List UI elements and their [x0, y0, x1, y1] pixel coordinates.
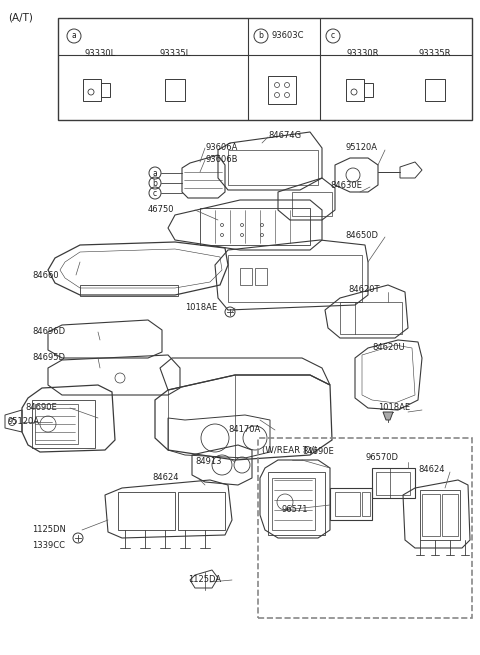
Text: 93606A: 93606A — [205, 143, 238, 153]
Text: 1339CC: 1339CC — [32, 540, 65, 550]
Bar — [240, 268, 252, 285]
Text: 84620T: 84620T — [348, 286, 380, 295]
Bar — [442, 494, 458, 536]
Text: 84650D: 84650D — [345, 231, 378, 240]
Bar — [330, 488, 372, 520]
Bar — [272, 478, 315, 530]
Text: 84660: 84660 — [32, 271, 59, 280]
Bar — [101, 83, 110, 97]
Text: c: c — [153, 189, 157, 198]
Bar — [268, 472, 325, 535]
Bar — [258, 438, 472, 618]
Text: 84695D: 84695D — [32, 354, 65, 362]
Bar — [425, 79, 445, 101]
Text: c: c — [331, 31, 335, 41]
Bar — [335, 492, 360, 516]
Bar — [422, 494, 440, 536]
Bar — [420, 490, 460, 540]
Text: b: b — [259, 31, 264, 41]
Text: 1125DN: 1125DN — [32, 525, 66, 534]
Bar — [200, 208, 310, 245]
Bar — [292, 192, 332, 216]
Bar — [228, 255, 362, 302]
Bar — [228, 150, 318, 185]
Text: 93606B: 93606B — [205, 155, 238, 164]
Text: 1018AE: 1018AE — [185, 303, 217, 312]
Bar — [268, 76, 296, 104]
Text: 84696D: 84696D — [32, 328, 65, 337]
Text: 84690E: 84690E — [25, 403, 57, 413]
Text: 84913: 84913 — [195, 457, 221, 466]
Text: 1125DA: 1125DA — [188, 576, 221, 584]
Text: 84170A: 84170A — [228, 426, 260, 434]
Text: (W/REAR TV): (W/REAR TV) — [262, 446, 317, 455]
Text: 84620U: 84620U — [372, 343, 405, 352]
Text: 46750: 46750 — [148, 206, 175, 214]
Text: 95120A: 95120A — [345, 143, 377, 153]
Bar — [362, 492, 370, 516]
Bar — [80, 285, 178, 296]
Bar — [58, 18, 472, 120]
Text: 93603C: 93603C — [271, 31, 303, 41]
Bar — [376, 472, 410, 495]
Text: 93335R: 93335R — [419, 49, 451, 58]
Bar — [165, 79, 185, 101]
Text: a: a — [153, 168, 157, 178]
Text: 96571: 96571 — [282, 506, 309, 514]
Text: 84624: 84624 — [152, 474, 179, 483]
Text: 93330R: 93330R — [347, 49, 379, 58]
Text: 95120A: 95120A — [8, 417, 40, 426]
Polygon shape — [383, 412, 393, 420]
Bar — [372, 468, 415, 498]
Bar — [35, 404, 78, 444]
Text: 1018AE: 1018AE — [378, 403, 410, 413]
Bar — [346, 79, 364, 101]
Text: 84630E: 84630E — [330, 181, 362, 189]
Text: 84690E: 84690E — [302, 447, 334, 457]
Text: 96570D: 96570D — [365, 453, 398, 462]
Text: a: a — [72, 31, 76, 41]
Text: (A/T): (A/T) — [8, 12, 33, 22]
Text: 84624: 84624 — [418, 466, 444, 474]
Bar — [255, 268, 267, 285]
Bar — [178, 492, 225, 530]
Bar — [32, 400, 95, 448]
Bar — [118, 492, 175, 530]
Bar — [364, 83, 373, 97]
Text: 93335L: 93335L — [159, 49, 191, 58]
Text: b: b — [153, 179, 157, 187]
Bar — [83, 79, 101, 101]
Text: 93330L: 93330L — [84, 49, 116, 58]
Bar — [340, 302, 402, 334]
Text: 84674G: 84674G — [268, 130, 301, 140]
